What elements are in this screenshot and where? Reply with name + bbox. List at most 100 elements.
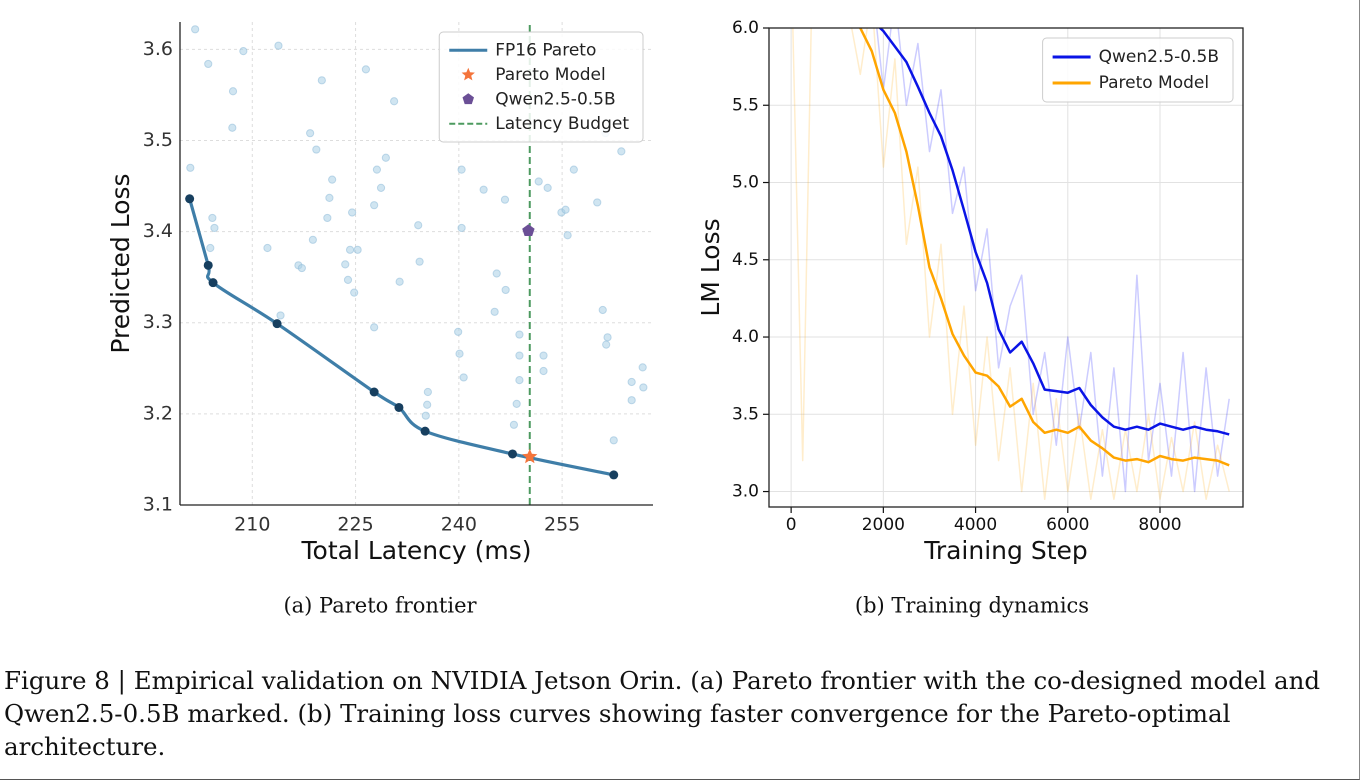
background-point	[561, 205, 570, 214]
point	[203, 260, 213, 270]
background-point	[317, 76, 326, 85]
loss-line	[858, 28, 1230, 467]
background-point	[345, 245, 355, 254]
background-point	[500, 195, 510, 204]
background-point	[603, 333, 612, 342]
background-point	[617, 147, 626, 156]
background-point	[414, 221, 423, 230]
raw-loss-line	[876, 28, 1230, 493]
legend-label: Qwen2.5-0.5B	[495, 89, 615, 109]
background-point	[348, 208, 357, 217]
background-point	[263, 243, 272, 253]
background-point	[492, 269, 501, 278]
y-tick-label: 4.5	[732, 250, 759, 270]
background-point	[515, 351, 524, 360]
background-point	[639, 383, 648, 392]
y-tick-label: 3.6	[143, 38, 173, 60]
background-point	[609, 436, 618, 445]
background-point	[239, 47, 248, 56]
background-point	[228, 87, 238, 96]
background-point	[512, 399, 521, 408]
background-point	[325, 193, 334, 202]
subfigure-caption: (a) Pareto frontier	[283, 594, 477, 618]
background-point	[515, 376, 524, 385]
background-point	[515, 330, 524, 339]
background-point	[276, 311, 285, 320]
x-axis-label: Training Step	[923, 536, 1088, 565]
background-point	[376, 183, 386, 192]
background-point	[341, 260, 350, 269]
background-point	[638, 363, 647, 372]
point	[420, 426, 430, 436]
point	[185, 194, 195, 204]
background-point	[501, 285, 510, 295]
point	[522, 224, 535, 236]
background-point	[361, 65, 370, 74]
background-point	[381, 153, 390, 162]
chart: 3.0 3.5 4.0 4.5 5.0 5.5 6.0 0 2000 4000 6000 8000 Tr…	[696, 18, 1244, 618]
y-tick-label: 5.5	[732, 95, 759, 115]
background-point	[534, 177, 543, 186]
background-point	[539, 351, 548, 360]
figure-caption: Figure 8 | Empirical validation on NVIDI…	[4, 666, 1321, 761]
background-point	[350, 288, 359, 297]
background-point	[353, 245, 362, 254]
y-tick-label: 3.0	[732, 482, 759, 502]
subfigure-caption: (b) Training dynamics	[855, 594, 1089, 618]
legend-box	[438, 31, 644, 143]
y-tick-label: 3.2	[143, 402, 173, 424]
background-point	[210, 223, 219, 233]
point	[272, 319, 282, 329]
legend-symbol	[461, 67, 475, 81]
background-point	[627, 377, 636, 387]
y-tick-label: 3.3	[143, 311, 173, 333]
background-point	[479, 185, 488, 194]
background-point	[328, 175, 337, 184]
x-tick-label: 225	[337, 514, 373, 536]
x-tick-label: 2000	[862, 515, 905, 535]
chart: 3.1 3.2 3.3 3.4 3.5 3.6 210 225 240 255 Total Late…	[106, 22, 653, 618]
charts: 3.1 3.2 3.3 3.4 3.5 3.6 210 225 240 255 Total Late…	[106, 18, 1244, 618]
background-point	[308, 235, 317, 244]
background-point	[423, 387, 432, 397]
x-axis-label: Total Latency (ms)	[301, 536, 532, 565]
background-point	[228, 123, 237, 132]
y-axis-label: Predicted Loss	[106, 173, 135, 353]
point	[208, 278, 218, 288]
background-point	[204, 59, 213, 69]
x-tick-label: 240	[441, 514, 477, 536]
background-point	[343, 275, 353, 285]
background-point	[454, 327, 463, 336]
legend-label: Pareto Model	[495, 65, 606, 85]
background-point	[208, 213, 217, 223]
background-point	[563, 231, 572, 240]
legend-label: FP16 Pareto	[495, 40, 596, 60]
background-point	[593, 198, 602, 207]
background-point	[539, 366, 548, 376]
point	[394, 402, 404, 412]
point	[522, 448, 538, 464]
point	[508, 449, 518, 459]
legend-label: Qwen2.5-0.5B	[1099, 47, 1219, 67]
background-point	[423, 400, 432, 409]
background-point	[543, 183, 552, 192]
loss-line	[878, 28, 1230, 436]
y-axis-label: LM Loss	[696, 218, 725, 316]
x-tick-label: 210	[234, 514, 270, 536]
frontier-line	[188, 198, 615, 477]
background-point	[312, 145, 321, 154]
background-point	[569, 165, 578, 174]
legend-symbol	[462, 93, 474, 105]
background-point	[323, 213, 332, 223]
x-tick-label: 4000	[954, 515, 997, 535]
legend-box	[1042, 37, 1234, 103]
background-point	[395, 277, 404, 286]
legend: Qwen2.5-0.5B Pareto Model	[1042, 37, 1234, 103]
raw-loss-line	[792, 28, 1230, 501]
background-point	[372, 165, 382, 174]
background-point	[370, 201, 379, 210]
background-point	[598, 305, 607, 315]
background-point	[602, 340, 611, 349]
background-point	[306, 129, 315, 138]
